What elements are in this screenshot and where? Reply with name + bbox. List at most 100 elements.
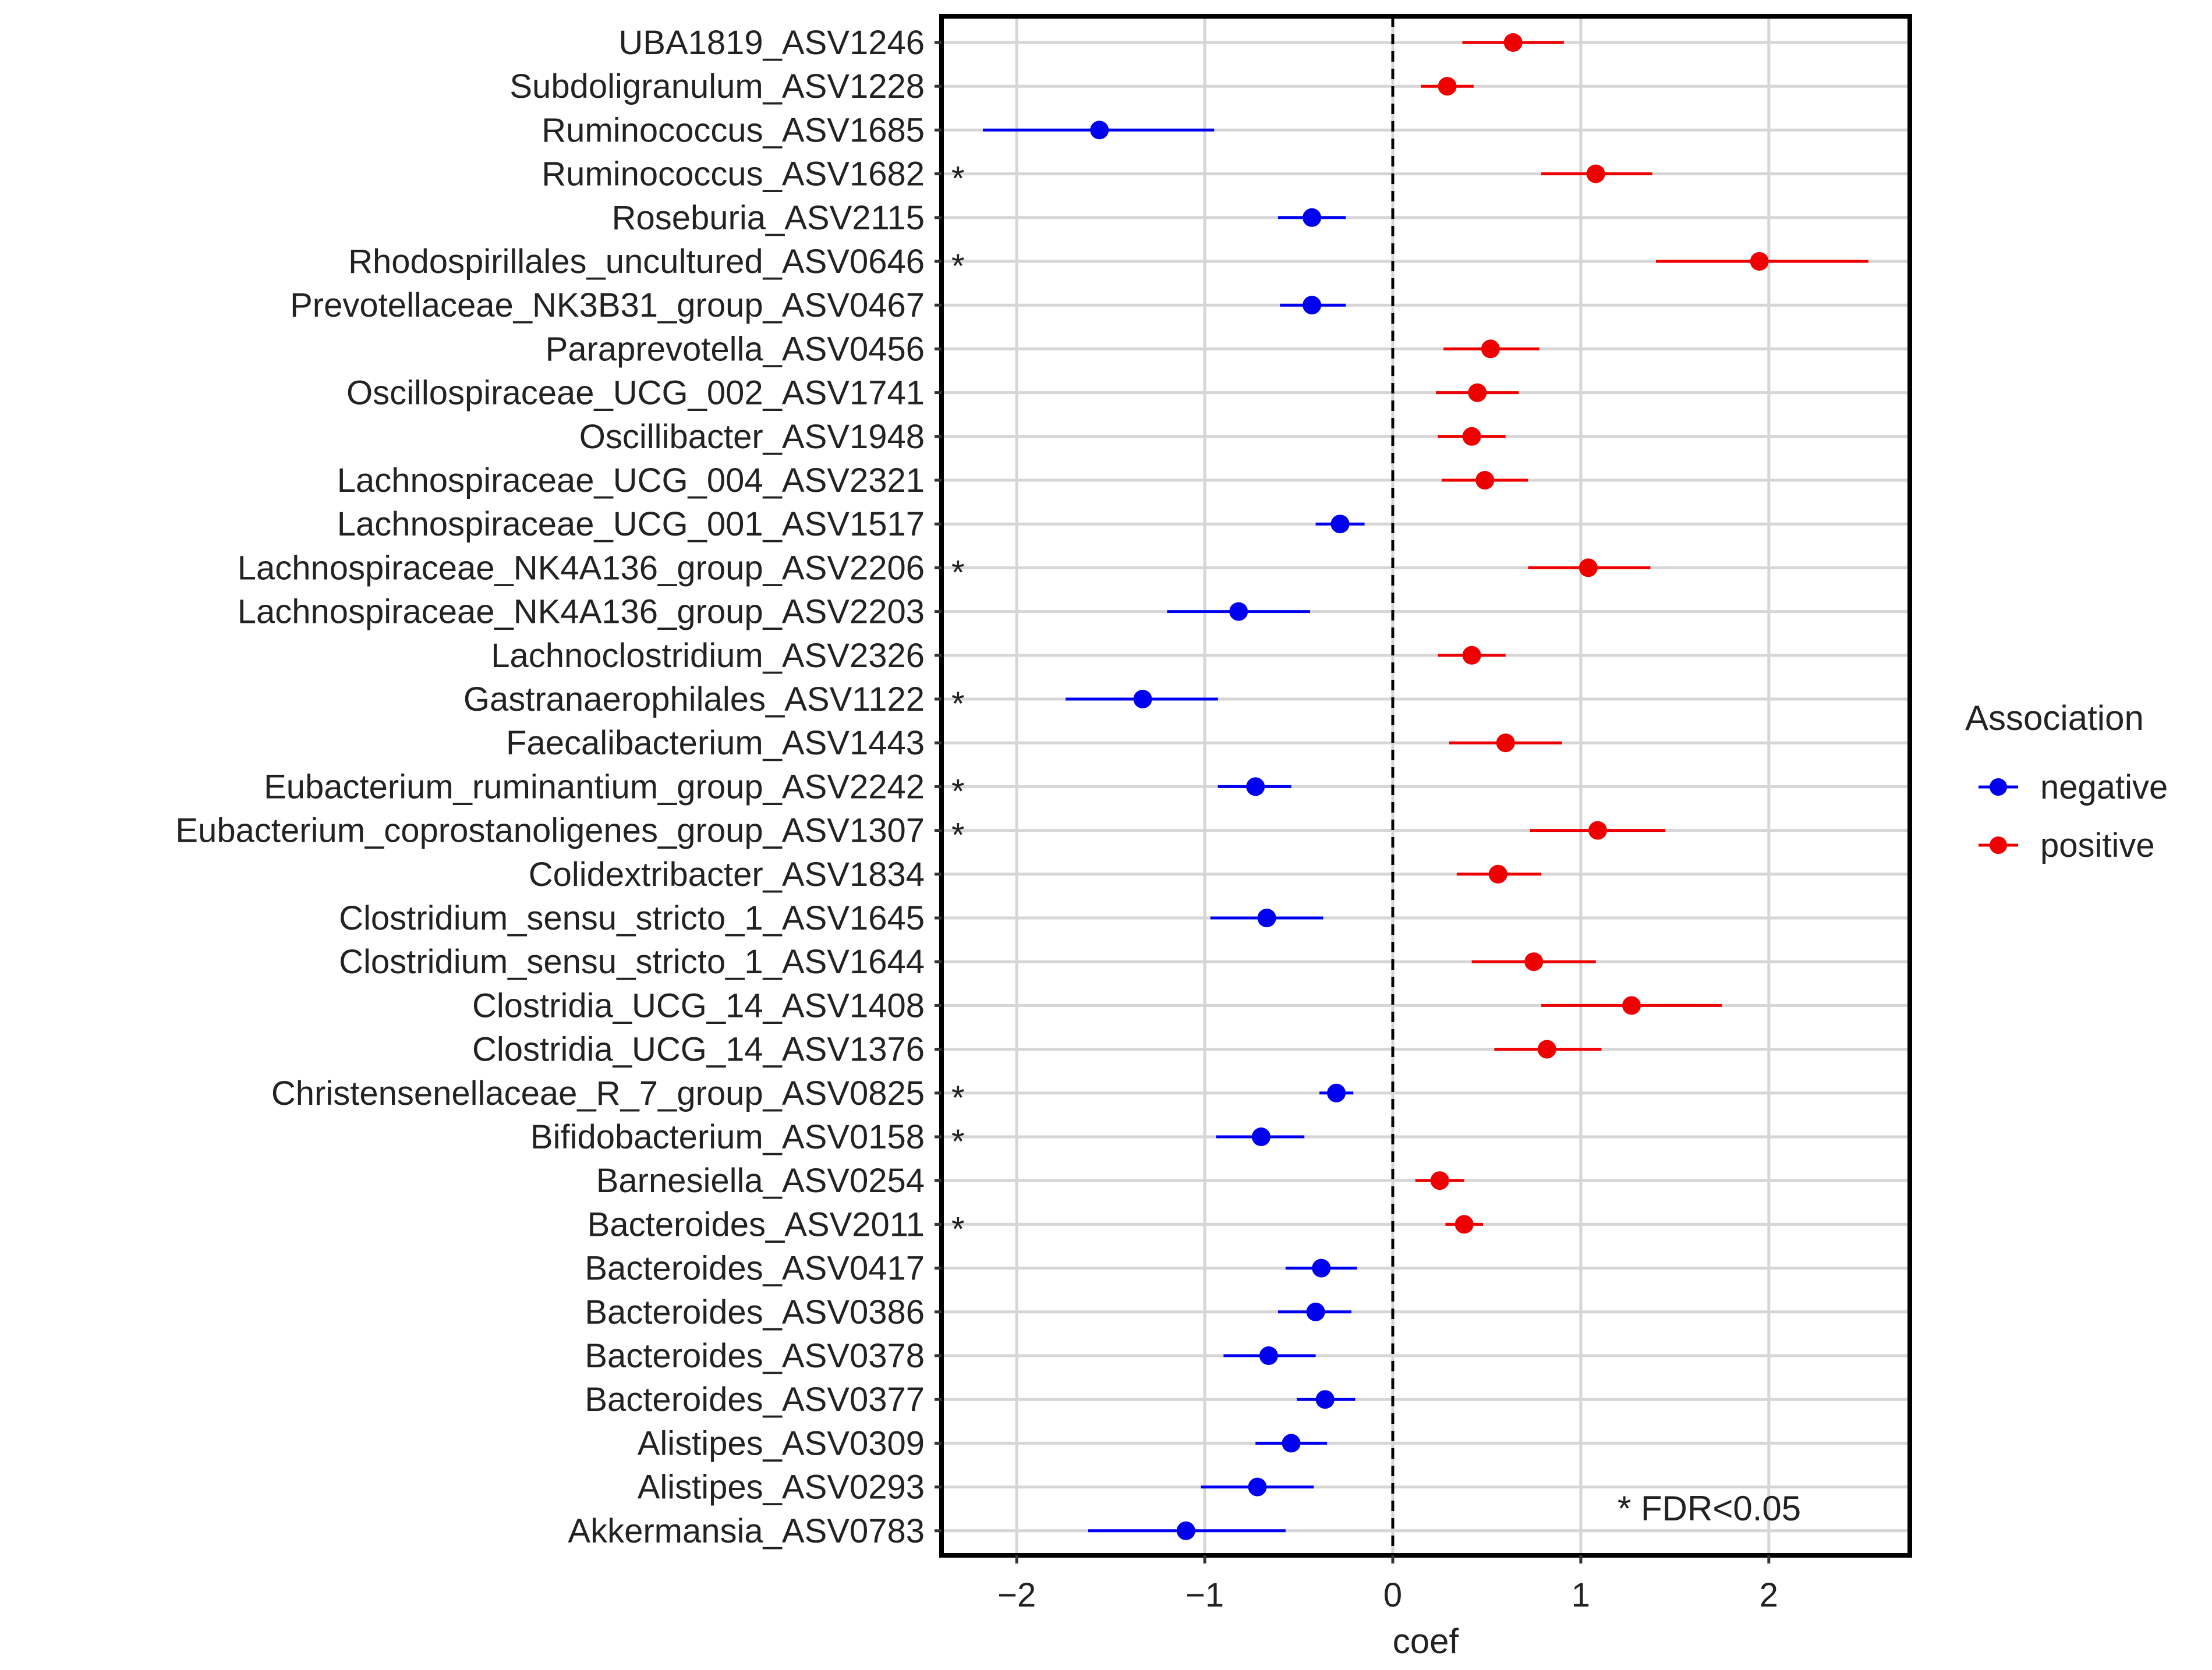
coef-point-10: [1475, 471, 1495, 490]
coef-point-1: [1438, 77, 1457, 96]
y-tick-label-7: Paraprevotella_ASV0456: [546, 330, 925, 368]
y-tick-label-22: Clostridia_UCG_14_ASV1408: [472, 987, 925, 1024]
coef-point-29: [1306, 1302, 1325, 1321]
significance-star-27: *: [951, 1210, 965, 1248]
y-tick-label-20: Clostridium_sensu_stricto_1_ASV1645: [339, 899, 925, 937]
legend-title: Association: [1965, 699, 2144, 738]
x-tick-label-1: −1: [1185, 1576, 1224, 1614]
y-tick-label-14: Lachnoclostridium_ASV2326: [491, 637, 925, 675]
y-axis-ticks: [935, 41, 942, 1533]
coef-point-25: [1251, 1127, 1270, 1146]
significance-markers: * * * * * * * * *: [951, 160, 965, 1249]
coef-point-19: [1488, 864, 1507, 884]
coef-point-11: [1330, 515, 1350, 534]
coef-point-0: [1503, 33, 1523, 52]
coef-point-31: [1315, 1390, 1335, 1409]
coef-point-15: [1133, 690, 1152, 708]
y-axis-tick-labels: UBA1819_ASV1246 Subdoligranulum_ASV1228 Ru…: [175, 24, 925, 1550]
y-tick-label-26: Barnesiella_ASV0254: [596, 1162, 925, 1200]
x-tick-label-3: 1: [1572, 1576, 1590, 1614]
y-tick-label-11: Lachnospiraceae_UCG_001_ASV1517: [337, 505, 925, 543]
significance-star-12: *: [951, 554, 965, 591]
y-tick-label-29: Bacteroides_ASV0386: [585, 1293, 925, 1331]
legend-label-positive: positive: [2040, 827, 2155, 864]
y-tick-label-23: Clostridia_UCG_14_ASV1376: [472, 1031, 925, 1069]
coef-point-8: [1468, 383, 1487, 402]
legend-key-positive: [1990, 836, 2007, 854]
y-tick-label-2: Ruminococcus_ASV1685: [542, 111, 925, 149]
coef-point-24: [1327, 1083, 1346, 1102]
y-tick-label-21: Clostridium_sensu_stricto_1_ASV1644: [339, 943, 925, 981]
y-tick-label-25: Bifidobacterium_ASV0158: [530, 1118, 925, 1156]
y-tick-label-16: Faecalibacterium_ASV1443: [506, 724, 925, 762]
legend-label-negative: negative: [2040, 768, 2168, 806]
significance-star-18: *: [951, 817, 965, 854]
legend: Association negative positive: [1965, 699, 2168, 864]
coef-point-27: [1454, 1215, 1474, 1234]
y-tick-label-0: UBA1819_ASV1246: [618, 24, 925, 62]
y-tick-label-10: Lachnospiraceae_UCG_004_ASV2321: [337, 462, 925, 499]
y-tick-label-18: Eubacterium_coprostanoligenes_group_ASV1…: [175, 812, 925, 850]
legend-key-negative: [1990, 778, 2007, 796]
coef-point-18: [1588, 821, 1607, 840]
y-tick-label-28: Bacteroides_ASV0417: [585, 1250, 925, 1288]
coef-point-12: [1579, 558, 1598, 577]
y-tick-label-6: Prevotellaceae_NK3B31_group_ASV0467: [290, 286, 925, 324]
x-axis-tick-labels: −2 −1 0 1 2: [997, 1576, 1778, 1614]
coef-point-23: [1537, 1040, 1556, 1059]
coef-point-20: [1257, 909, 1276, 927]
y-tick-label-9: Oscillibacter_ASV1948: [579, 418, 925, 456]
significance-star-5: *: [951, 247, 965, 285]
y-tick-label-4: Roseburia_ASV2115: [612, 199, 925, 237]
y-tick-label-12: Lachnospiraceae_NK4A136_group_ASV2206: [238, 549, 925, 587]
x-tick-label-4: 2: [1760, 1576, 1778, 1614]
y-tick-label-3: Ruminococcus_ASV1682: [542, 155, 925, 193]
coef-point-22: [1622, 996, 1641, 1015]
significance-star-25: *: [951, 1123, 965, 1161]
y-tick-label-17: Eubacterium_ruminantium_group_ASV2242: [264, 768, 925, 806]
coef-point-28: [1312, 1258, 1331, 1278]
significance-star-17: *: [951, 772, 965, 810]
y-tick-label-5: Rhodospirillales_uncultured_ASV0646: [348, 243, 925, 281]
y-tick-label-27: Bacteroides_ASV2011: [587, 1205, 925, 1243]
significance-star-15: *: [951, 685, 965, 723]
coef-point-6: [1303, 296, 1322, 315]
x-tick-label-0: −2: [997, 1576, 1036, 1614]
y-tick-label-31: Bacteroides_ASV0377: [585, 1381, 925, 1419]
coef-point-26: [1430, 1171, 1449, 1190]
coef-point-7: [1481, 339, 1500, 359]
coef-point-5: [1750, 252, 1769, 271]
y-tick-label-34: Akkermansia_ASV0783: [568, 1512, 925, 1550]
y-tick-label-30: Bacteroides_ASV0378: [585, 1337, 925, 1375]
significance-star-24: *: [951, 1079, 965, 1117]
coef-point-13: [1229, 602, 1248, 621]
y-tick-label-33: Alistipes_ASV0293: [638, 1469, 925, 1506]
coef-point-3: [1586, 164, 1605, 183]
coef-point-4: [1303, 208, 1322, 227]
coef-point-16: [1496, 733, 1515, 753]
coef-point-2: [1090, 120, 1109, 140]
y-tick-label-8: Oscillospiraceae_UCG_002_ASV1741: [346, 374, 925, 412]
x-tick-label-2: 0: [1383, 1576, 1402, 1614]
coef-point-34: [1176, 1521, 1195, 1540]
coef-point-17: [1246, 777, 1265, 796]
coef-point-30: [1259, 1346, 1278, 1365]
coef-point-32: [1282, 1434, 1301, 1453]
y-tick-label-15: Gastranaerophilales_ASV1122: [463, 680, 925, 718]
coef-point-33: [1248, 1477, 1267, 1497]
significance-star-3: *: [951, 160, 965, 198]
coef-point-21: [1524, 952, 1544, 971]
x-axis-title: coef: [1393, 1622, 1459, 1661]
fdr-annotation: * FDR<0.05: [1618, 1489, 1801, 1528]
coef-point-14: [1462, 646, 1481, 665]
y-tick-label-19: Colidextribacter_ASV1834: [529, 856, 925, 893]
y-gridlines: [942, 41, 1910, 1533]
y-tick-label-32: Alistipes_ASV0309: [638, 1424, 925, 1462]
y-tick-label-1: Subdoligranulum_ASV1228: [509, 68, 925, 105]
coef-point-9: [1462, 427, 1481, 446]
x-axis-ticks: [1015, 1555, 1771, 1563]
coefficient-points: [1090, 33, 1769, 1540]
y-tick-label-24: Christensenellaceae_R_7_group_ASV0825: [271, 1075, 925, 1112]
y-tick-label-13: Lachnospiraceae_NK4A136_group_ASV2203: [238, 593, 925, 631]
